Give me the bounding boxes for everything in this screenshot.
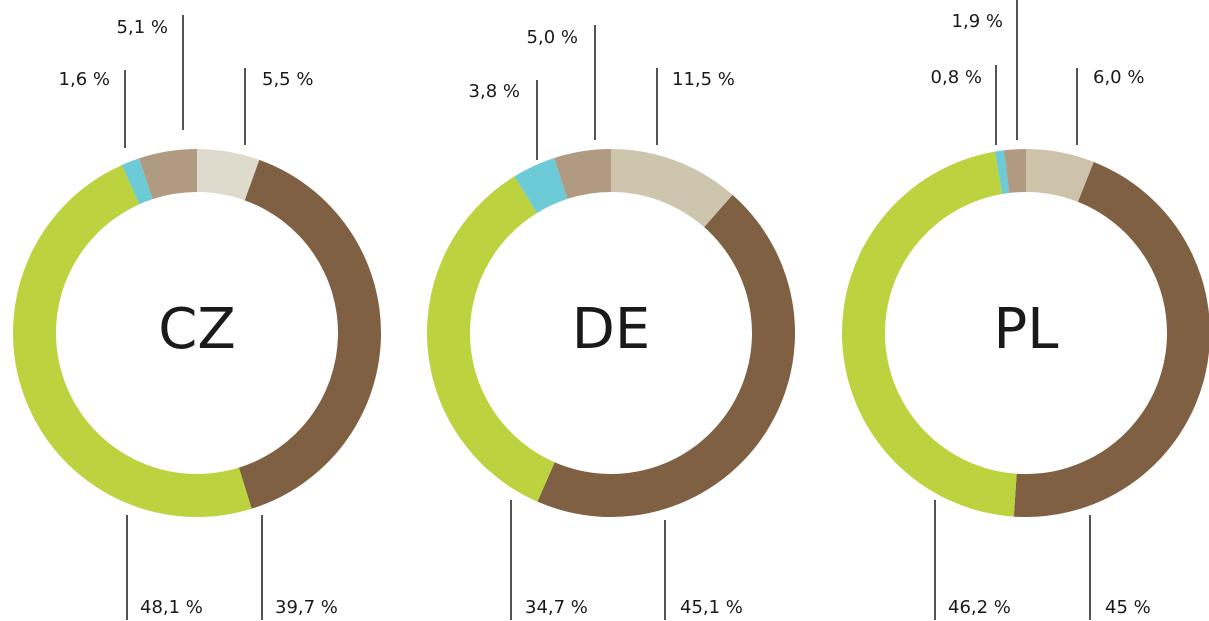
value-label: 3,8 % (469, 81, 520, 102)
donut-segment (994, 150, 1010, 195)
value-label: 34,7 % (525, 597, 588, 618)
donut-segment (197, 149, 260, 201)
value-label: 1,9 % (952, 11, 1003, 32)
value-label: 6,0 % (1093, 67, 1144, 88)
value-label: 48,1 % (140, 597, 203, 618)
donut-segment (121, 158, 153, 205)
value-label: 5,1 % (117, 17, 168, 38)
value-label: 5,0 % (527, 27, 578, 48)
value-label: 1,6 % (59, 69, 110, 90)
donut-segment (139, 149, 197, 200)
donut-segment (1004, 149, 1026, 194)
value-label: 5,5 % (262, 69, 313, 90)
donut-segment (514, 157, 568, 213)
donut-segment (554, 149, 611, 199)
value-label: 45 % (1105, 597, 1151, 618)
donut-segment (238, 159, 381, 509)
value-label: 0,8 % (931, 67, 982, 88)
chart-title: CZ (158, 297, 235, 362)
value-label: 46,2 % (948, 597, 1011, 618)
chart-title: PL (994, 297, 1059, 362)
value-label: 11,5 % (672, 69, 735, 90)
donut-segment (426, 176, 555, 502)
value-label: 45,1 % (680, 597, 743, 618)
donut-segment (611, 149, 733, 228)
value-label: 39,7 % (275, 597, 338, 618)
donut-segment (537, 194, 795, 517)
chart-title: DE (572, 297, 651, 362)
donut-segment (1013, 161, 1209, 517)
donut-segment (1026, 149, 1094, 202)
donut-segment (841, 151, 1017, 517)
donut-segment (12, 165, 252, 518)
